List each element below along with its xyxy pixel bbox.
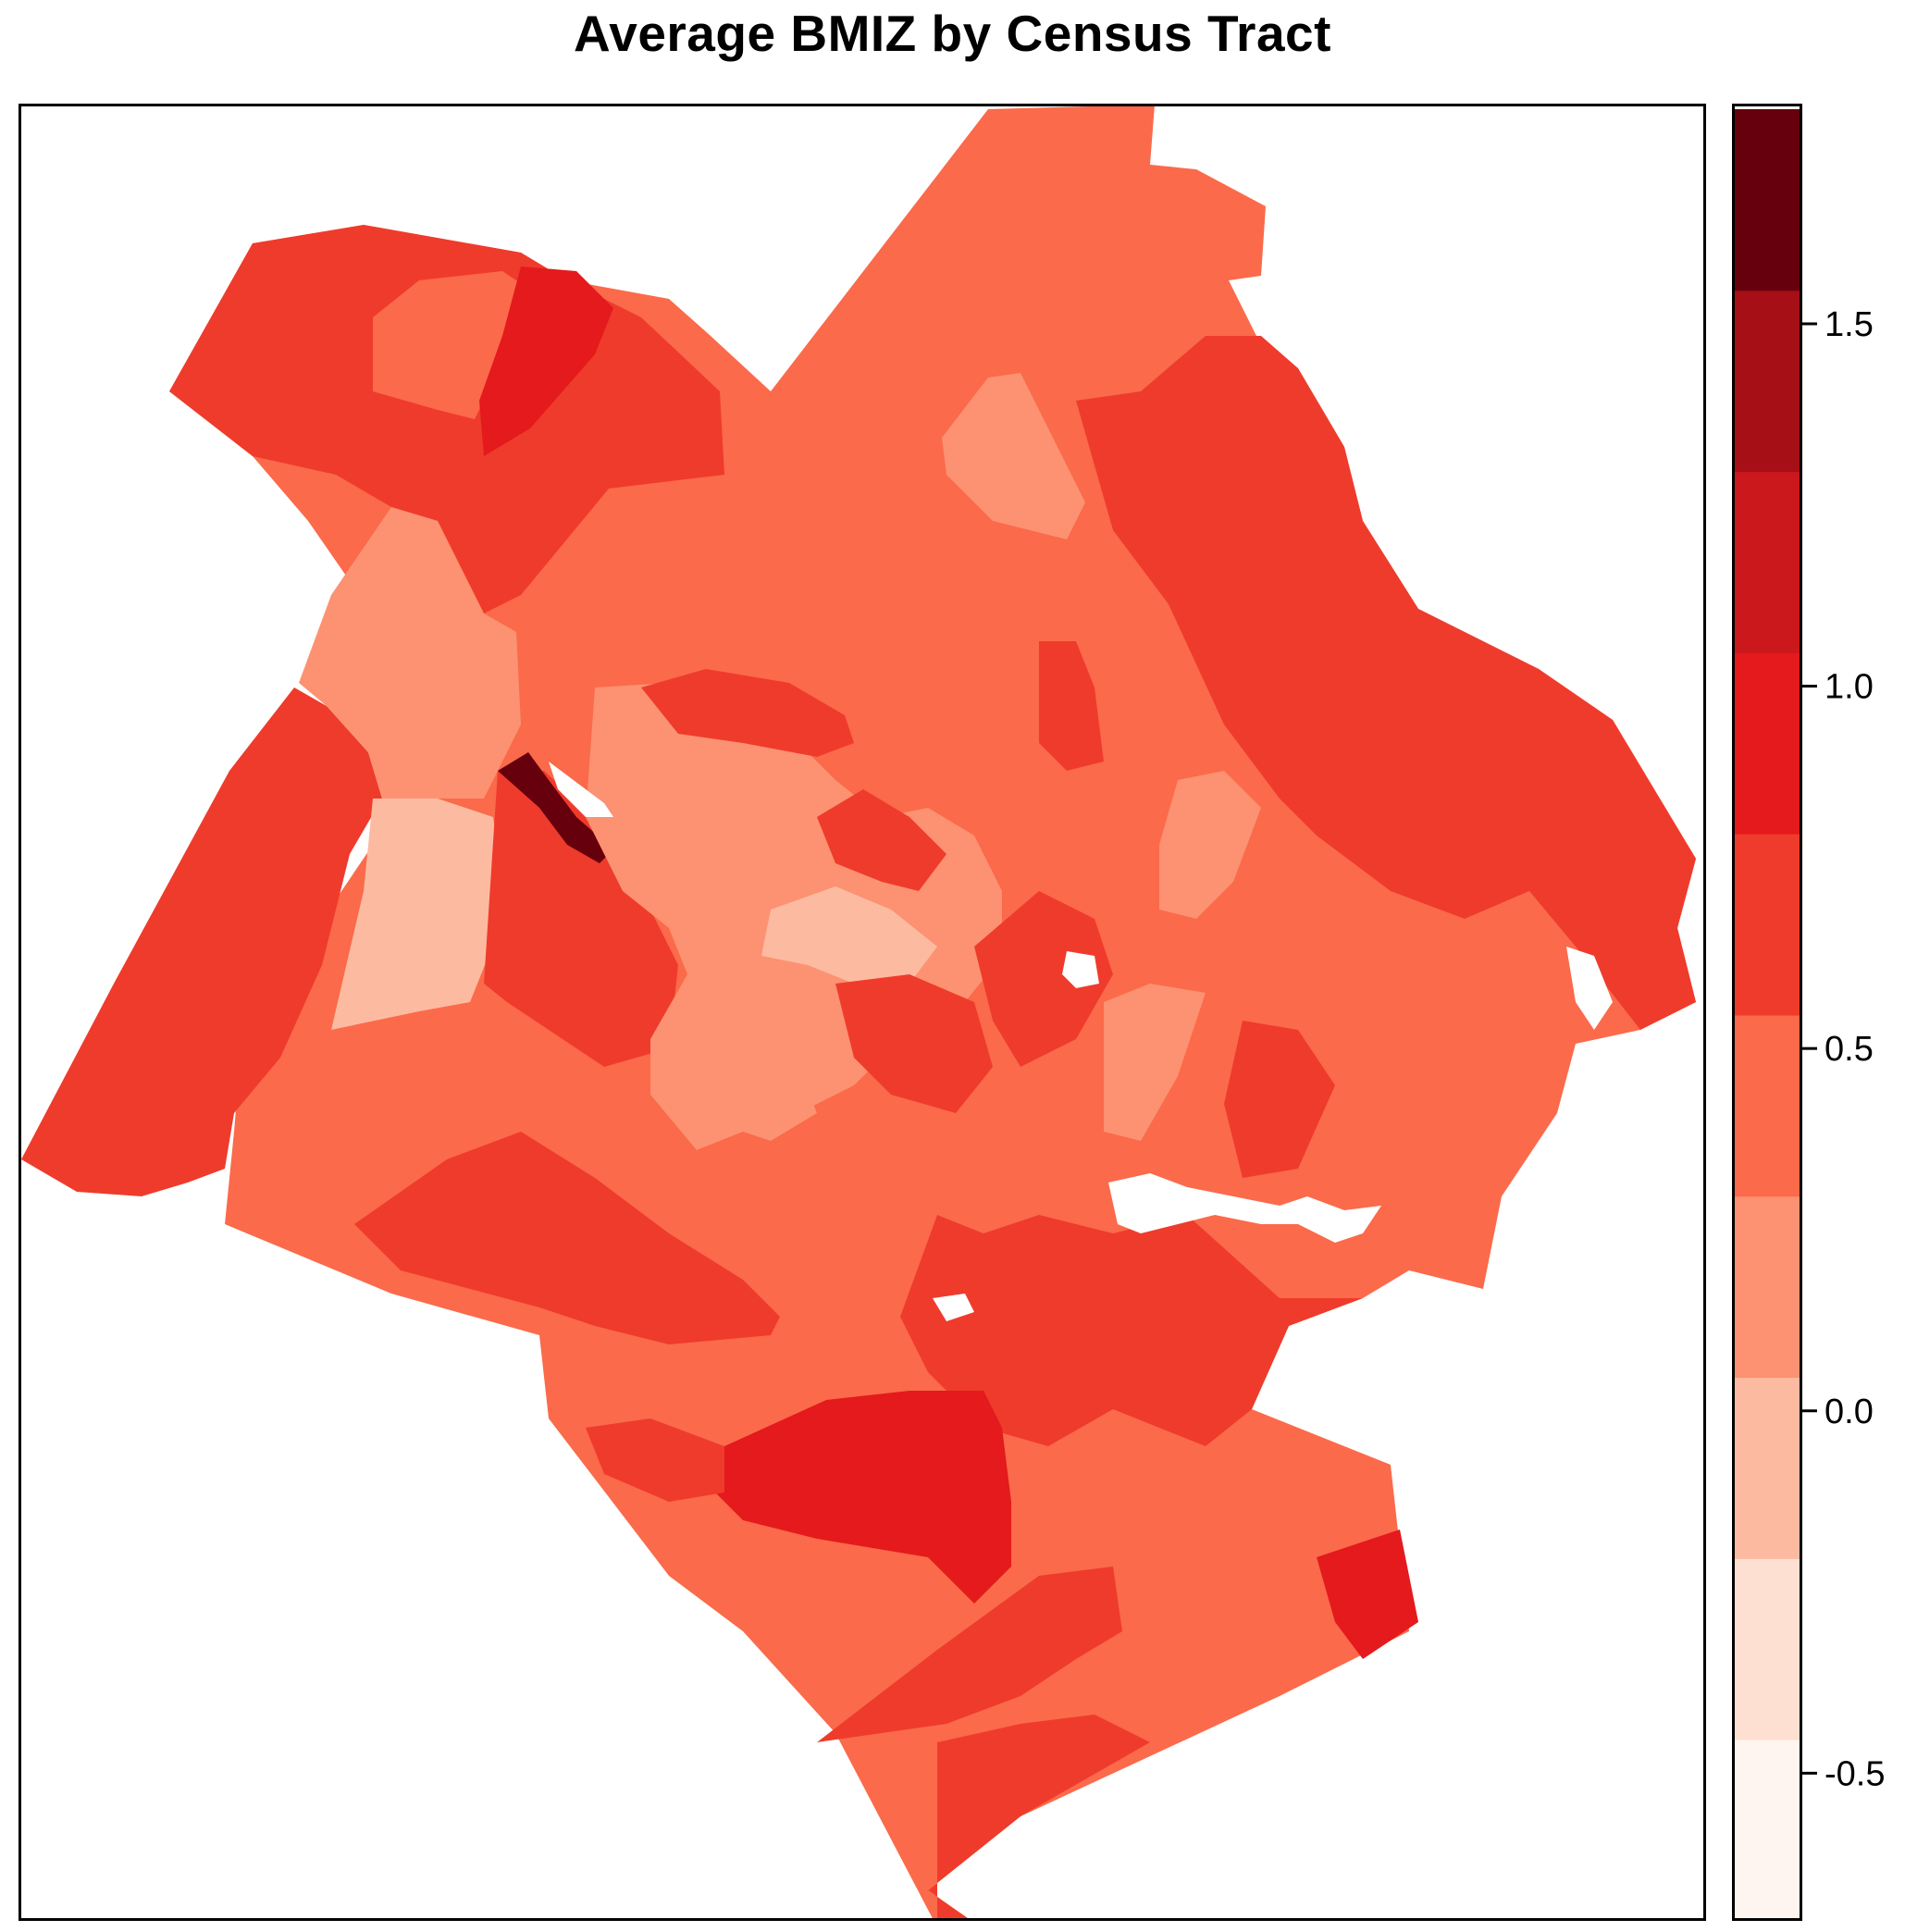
water-hole-s	[933, 1294, 974, 1321]
legend-bin	[1735, 1195, 1800, 1379]
legend-bin	[1735, 1740, 1800, 1918]
tract-west-strip	[21, 687, 382, 1196]
legend-tick-label: -0.5	[1825, 1754, 1885, 1793]
legend-bin	[1735, 109, 1800, 291]
tract-s-band	[817, 1567, 1122, 1742]
tract-se-red	[1317, 1530, 1418, 1659]
tract-west-light	[299, 507, 521, 799]
legend-bin	[1735, 1377, 1800, 1559]
map-panel	[19, 104, 1706, 1921]
tract-center-band-n	[641, 669, 854, 757]
legend-bin	[1735, 471, 1800, 653]
tract-sw-band	[354, 1132, 780, 1344]
tract-nw-red	[479, 266, 613, 456]
tract-center-palest	[761, 886, 937, 984]
tract-s-central	[900, 1215, 1363, 1446]
tract-n-light	[942, 373, 1085, 539]
tract-west-palest	[331, 799, 507, 1030]
legend-tick-label: 0.0	[1825, 1393, 1874, 1431]
legend-color-bar	[1732, 104, 1802, 1921]
tract-center-ne	[1039, 641, 1104, 771]
water-hole-center	[1062, 951, 1099, 988]
tract-darkest	[498, 752, 613, 863]
legend-tick-label: 1.0	[1825, 668, 1874, 707]
tract-center-red	[817, 789, 946, 891]
tract-ne	[1076, 336, 1696, 1030]
water-hole-nw	[549, 762, 613, 817]
tract-sw-band-2	[586, 1418, 724, 1502]
choropleth-map	[21, 106, 1696, 1918]
legend-bin	[1735, 1015, 1800, 1197]
tract-center-sw-light	[706, 1048, 817, 1141]
tract-s-red	[715, 1391, 1011, 1604]
water-east-inlet	[1566, 947, 1613, 1030]
tract-s-tip	[928, 1715, 1150, 1918]
tract-east-river	[1224, 1021, 1335, 1178]
legend-bin	[1735, 1558, 1800, 1740]
legend-bin	[1735, 652, 1800, 835]
tract-center-s	[835, 974, 993, 1113]
legend-tick-label: 1.5	[1825, 305, 1874, 344]
tract-west-mid	[484, 771, 678, 1067]
map-title: Average BMIZ by Census Tract	[574, 5, 1331, 62]
legend-bins	[1735, 109, 1800, 1918]
legend-bin	[1735, 834, 1800, 1016]
legend-bin	[1735, 290, 1800, 473]
tract-center-se-light	[1104, 984, 1206, 1141]
tract-center-east	[974, 891, 1113, 1067]
legend-tick-label: 0.5	[1825, 1030, 1874, 1069]
water-river	[1108, 1173, 1381, 1243]
tract-e-light	[1159, 771, 1261, 919]
